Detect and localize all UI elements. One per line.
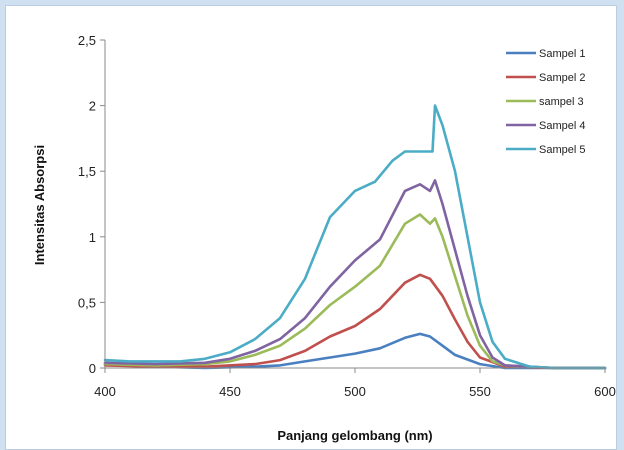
legend-label: Sampel 2	[539, 72, 585, 84]
y-tick-label: 0	[89, 361, 96, 376]
legend-label: Sampel 5	[539, 144, 585, 156]
legend-item: Sampel 4	[506, 120, 585, 132]
legend: Sampel 1 Sampel 2 sampel 3 Sampel 4 Sampel 5	[506, 48, 585, 156]
legend-item: Sampel 2	[506, 72, 585, 84]
legend-item: Sampel 5	[506, 144, 585, 156]
y-tick-label: 1	[89, 230, 96, 245]
chart-frame	[5, 5, 617, 450]
y-tick-label: 2,5	[78, 33, 96, 48]
y-tick-label: 1,5	[78, 164, 96, 179]
y-tick-label: 0,5	[78, 295, 96, 310]
legend-item: sampel 3	[506, 96, 584, 108]
series-line-2	[103, 273, 607, 370]
x-tick-label: 450	[219, 384, 241, 399]
legend-label: Sampel 1	[539, 48, 585, 60]
y-tick-label: 2	[89, 99, 96, 114]
x-axis-title: Panjang gelombang (nm)	[277, 428, 432, 443]
legend-label: Sampel 4	[539, 120, 585, 132]
x-tick-label: 600	[594, 384, 616, 399]
x-tick-label: 500	[344, 384, 366, 399]
y-axis-title: Intensitas Absorpsi	[32, 145, 47, 265]
legend-item: Sampel 1	[506, 48, 585, 60]
series-line-5	[103, 104, 607, 370]
series-line-3	[103, 213, 607, 370]
legend-label: sampel 3	[539, 96, 584, 108]
x-tick-label: 400	[94, 384, 116, 399]
series-line-4	[103, 179, 607, 370]
series-line-1	[103, 332, 607, 370]
x-tick-label: 550	[469, 384, 491, 399]
